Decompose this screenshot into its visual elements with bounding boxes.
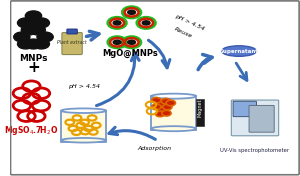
Circle shape: [21, 25, 38, 35]
FancyBboxPatch shape: [151, 96, 196, 130]
Circle shape: [112, 39, 122, 45]
Circle shape: [25, 39, 42, 49]
Ellipse shape: [151, 94, 196, 99]
Circle shape: [166, 100, 176, 106]
Text: Supernatant: Supernatant: [220, 49, 259, 54]
Circle shape: [33, 39, 50, 49]
FancyBboxPatch shape: [61, 111, 106, 142]
Ellipse shape: [61, 108, 106, 113]
Circle shape: [161, 98, 170, 104]
Circle shape: [112, 20, 122, 26]
Text: MNPs: MNPs: [20, 54, 48, 64]
FancyBboxPatch shape: [196, 99, 204, 126]
Circle shape: [25, 11, 42, 21]
Circle shape: [17, 39, 34, 49]
Text: MgO@MNPs: MgO@MNPs: [102, 49, 158, 58]
Circle shape: [37, 32, 53, 42]
Circle shape: [127, 39, 136, 45]
Ellipse shape: [151, 126, 196, 131]
Text: pH > 4.54: pH > 4.54: [68, 84, 100, 89]
Text: +: +: [27, 60, 40, 75]
Circle shape: [14, 32, 30, 42]
Circle shape: [162, 110, 171, 116]
Text: Adsorption: Adsorption: [138, 146, 172, 151]
Circle shape: [33, 18, 50, 28]
Circle shape: [127, 10, 136, 15]
FancyBboxPatch shape: [62, 33, 82, 55]
Ellipse shape: [61, 138, 106, 143]
Text: Magnet: Magnet: [197, 99, 202, 118]
Text: MgSO$_4$.7H$_2$O: MgSO$_4$.7H$_2$O: [4, 124, 58, 137]
Circle shape: [157, 107, 167, 113]
Circle shape: [152, 98, 161, 103]
Text: pH > 4.54: pH > 4.54: [174, 13, 205, 31]
FancyBboxPatch shape: [67, 29, 77, 34]
FancyBboxPatch shape: [249, 105, 274, 132]
Ellipse shape: [222, 46, 256, 56]
Circle shape: [163, 104, 172, 110]
Circle shape: [156, 101, 165, 107]
Circle shape: [17, 18, 34, 28]
Circle shape: [29, 25, 45, 35]
Circle shape: [152, 104, 161, 110]
Text: UV-Vis spectrophotometer: UV-Vis spectrophotometer: [220, 148, 290, 153]
FancyBboxPatch shape: [233, 101, 256, 117]
Circle shape: [155, 111, 165, 117]
Text: Reuse: Reuse: [174, 26, 194, 39]
Circle shape: [142, 20, 151, 26]
FancyBboxPatch shape: [231, 100, 279, 136]
Text: Plant extract: Plant extract: [57, 40, 87, 45]
